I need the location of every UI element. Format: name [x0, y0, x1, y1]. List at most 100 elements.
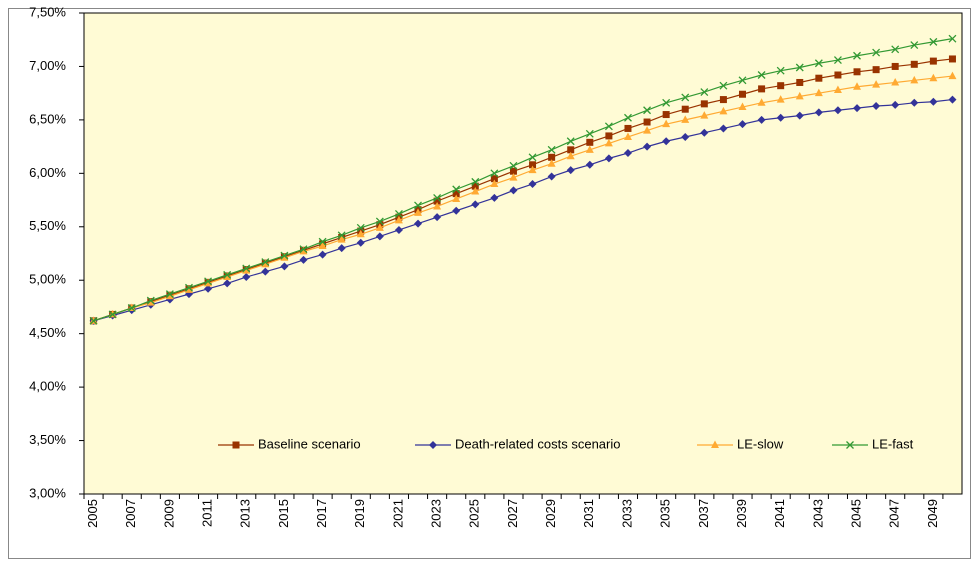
x-tick-label: 2037 [696, 499, 711, 528]
marker [910, 41, 919, 50]
marker [604, 138, 613, 147]
marker [261, 258, 270, 267]
y-tick-label: 6,00% [29, 165, 66, 180]
marker [795, 63, 804, 72]
marker [299, 245, 308, 254]
marker [280, 253, 289, 261]
marker [624, 113, 632, 122]
marker [299, 255, 308, 264]
marker [414, 201, 422, 210]
y-tick-label: 4,50% [29, 325, 66, 340]
marker [776, 66, 785, 75]
marker [872, 101, 881, 110]
x-tick-label: 2047 [887, 499, 902, 528]
marker [948, 55, 956, 63]
marker [891, 77, 900, 86]
x-tick-label: 2005 [85, 499, 100, 528]
marker [795, 111, 804, 120]
marker [547, 159, 556, 167]
series-line [93, 38, 953, 322]
marker [719, 106, 728, 115]
marker [509, 186, 518, 195]
marker [471, 200, 480, 209]
y-tick-label: 3,50% [29, 432, 66, 447]
marker [643, 142, 652, 151]
marker [548, 153, 556, 161]
marker [433, 193, 442, 202]
marker [490, 179, 499, 188]
marker [375, 232, 384, 241]
y-tick-label: 7,00% [29, 58, 66, 73]
marker [547, 145, 556, 154]
marker [509, 161, 518, 170]
marker [471, 177, 480, 186]
marker [681, 93, 690, 102]
marker [738, 120, 747, 129]
marker [623, 149, 632, 158]
marker [108, 310, 117, 319]
marker [795, 91, 804, 100]
marker [185, 283, 193, 292]
marker [739, 90, 746, 98]
y-tick-label: 3,00% [29, 485, 66, 500]
x-tick-label: 2009 [161, 499, 176, 528]
marker [872, 48, 881, 57]
marker [605, 132, 613, 140]
marker [433, 201, 442, 210]
marker [280, 262, 289, 271]
marker [337, 244, 346, 253]
marker [757, 71, 766, 79]
series-line [93, 98, 953, 322]
x-tick-label: 2039 [734, 499, 749, 528]
marker [471, 187, 480, 195]
marker [566, 166, 575, 175]
series-line [93, 58, 953, 322]
marker [910, 98, 919, 107]
marker [204, 277, 213, 286]
marker [700, 111, 709, 119]
marker [452, 206, 461, 215]
x-tick-label: 2027 [505, 499, 520, 528]
legend-label: LE-fast [872, 436, 914, 451]
marker [738, 76, 747, 85]
marker [261, 267, 270, 276]
marker [891, 62, 899, 70]
marker [719, 124, 728, 133]
marker [815, 74, 823, 82]
marker [242, 273, 251, 282]
marker [643, 106, 652, 115]
marker [567, 146, 575, 154]
marker [490, 193, 499, 202]
x-tick-label: 2035 [658, 499, 673, 528]
marker [586, 138, 594, 146]
marker [490, 175, 498, 183]
marker [394, 215, 403, 224]
marker [833, 106, 842, 115]
marker [433, 213, 442, 222]
x-tick-label: 2033 [619, 499, 634, 528]
marker [604, 154, 613, 163]
marker [127, 304, 136, 312]
marker [223, 270, 232, 279]
x-tick-label: 2045 [848, 499, 863, 528]
marker [204, 284, 213, 293]
marker [814, 59, 823, 68]
legend-label: LE-slow [737, 436, 784, 451]
marker [929, 57, 937, 65]
y-tick-label: 5,00% [29, 272, 66, 287]
marker [929, 73, 938, 82]
x-tick-label: 2043 [810, 499, 825, 528]
marker [757, 98, 766, 106]
marker [776, 95, 785, 103]
marker [204, 278, 213, 287]
marker [604, 122, 613, 131]
marker [777, 82, 785, 90]
marker [146, 296, 155, 305]
marker [948, 95, 957, 104]
marker [711, 440, 719, 448]
marker [337, 235, 346, 243]
marker [853, 51, 861, 60]
marker [662, 98, 671, 107]
marker [814, 108, 823, 117]
